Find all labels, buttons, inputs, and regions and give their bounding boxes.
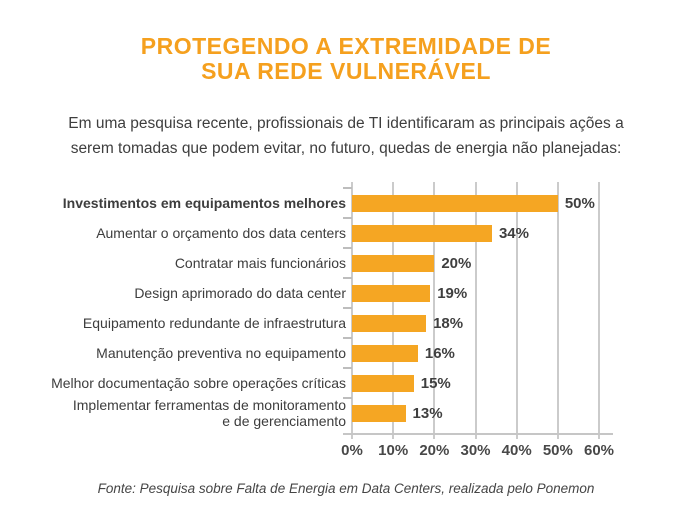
x-axis-tick-label: 50% — [542, 442, 573, 459]
gridline — [556, 182, 559, 439]
chart-row: Implementar ferramentas de monitoramento… — [29, 397, 629, 429]
category-label: Melhor documentação sobre operações crít… — [51, 375, 346, 391]
value-label: 19% — [437, 284, 468, 302]
bar-chart: Investimentos em equipamentos melhores 5… — [29, 182, 629, 461]
plot-area: Investimentos em equipamentos melhores 5… — [29, 182, 629, 439]
x-axis-tick-label: 30% — [460, 442, 491, 459]
intro-text: Em uma pesquisa recente, profissionais d… — [68, 115, 624, 157]
y-axis-tick — [343, 247, 352, 249]
category-label: Design aprimorado do data center — [134, 285, 346, 301]
y-axis-tick — [343, 277, 352, 279]
gridline — [598, 182, 600, 439]
category-label: Contratar mais funcionários — [174, 255, 346, 271]
chart-row: Contratar mais funcionários 20% — [29, 248, 629, 278]
category-label: Implementar ferramentas de monitoramento… — [72, 397, 346, 429]
bar — [352, 314, 427, 332]
x-axis-tick-labels: 0% 10% 20% 30% 40% 50% 60% — [341, 435, 614, 461]
value-label: 18% — [433, 314, 464, 332]
bar-track: 50% — [352, 194, 599, 212]
bar — [352, 404, 406, 422]
chart-row: Aumentar o orçamento dos data centers 34… — [29, 218, 629, 248]
x-axis-tick-label: 40% — [501, 442, 532, 459]
category-label: Investimentos em equipamentos melhores — [62, 195, 346, 211]
page-title: PROTEGENDO A EXTREMIDADE DE SUA REDE VUL… — [0, 34, 692, 84]
source-note: Fonte: Pesquisa sobre Falta de Energia e… — [97, 481, 595, 496]
page-title-line2: SUA REDE VULNERÁVEL — [201, 58, 491, 84]
bar — [352, 284, 431, 302]
x-axis-line — [343, 433, 613, 435]
chart-row: Equipamento redundante de infraestrutura… — [29, 308, 629, 338]
chart-row: Investimentos em equipamentos melhores 5… — [29, 188, 629, 218]
gridline — [392, 182, 395, 439]
bar-track: 34% — [352, 224, 599, 242]
chart-row: Design aprimorado do data center 19% — [29, 278, 629, 308]
value-label: 16% — [424, 344, 455, 362]
value-label: 15% — [420, 374, 451, 392]
gridline — [351, 182, 353, 439]
category-label: Equipamento redundante de infraestrutura — [82, 315, 346, 331]
value-label: 34% — [498, 224, 529, 242]
y-axis-tick — [343, 397, 352, 399]
chart-row: Manutenção preventiva no equipamento 16% — [29, 338, 629, 368]
x-axis-tick-label: 20% — [419, 442, 450, 459]
gridlines — [343, 182, 600, 439]
chart-rows: Investimentos em equipamentos melhores 5… — [29, 188, 629, 429]
bar — [352, 344, 418, 362]
y-axis-tick — [343, 307, 352, 309]
gridline — [515, 182, 518, 439]
category-label: Aumentar o orçamento dos data centers — [96, 225, 346, 241]
bar-track: 13% — [352, 404, 599, 422]
bar-track: 16% — [352, 344, 599, 362]
bar — [352, 374, 414, 392]
bar — [352, 194, 558, 212]
category-label: Manutenção preventiva no equipamento — [96, 345, 346, 361]
gridline — [474, 182, 477, 439]
chart-row: Melhor documentação sobre operações crít… — [29, 368, 629, 398]
x-axis-tick-label: 60% — [583, 442, 615, 459]
y-axis-tick — [343, 337, 352, 339]
gridline — [433, 182, 436, 439]
value-label: 50% — [564, 194, 595, 212]
bar — [352, 224, 492, 242]
bar — [352, 254, 435, 272]
bar-track: 15% — [352, 374, 599, 392]
value-label: 20% — [441, 254, 472, 272]
bar-track: 18% — [352, 314, 599, 332]
bar-track: 19% — [352, 284, 599, 302]
page-title-line1: PROTEGENDO A EXTREMIDADE DE — [140, 33, 552, 59]
x-axis-tick-label: 10% — [378, 442, 409, 459]
y-axis-tick — [343, 187, 352, 189]
y-axis-tick — [343, 217, 352, 219]
x-axis-tick-label: 0% — [341, 442, 363, 459]
y-axis-tick — [343, 367, 352, 369]
bar-track: 20% — [352, 254, 599, 272]
value-label: 13% — [412, 404, 443, 422]
